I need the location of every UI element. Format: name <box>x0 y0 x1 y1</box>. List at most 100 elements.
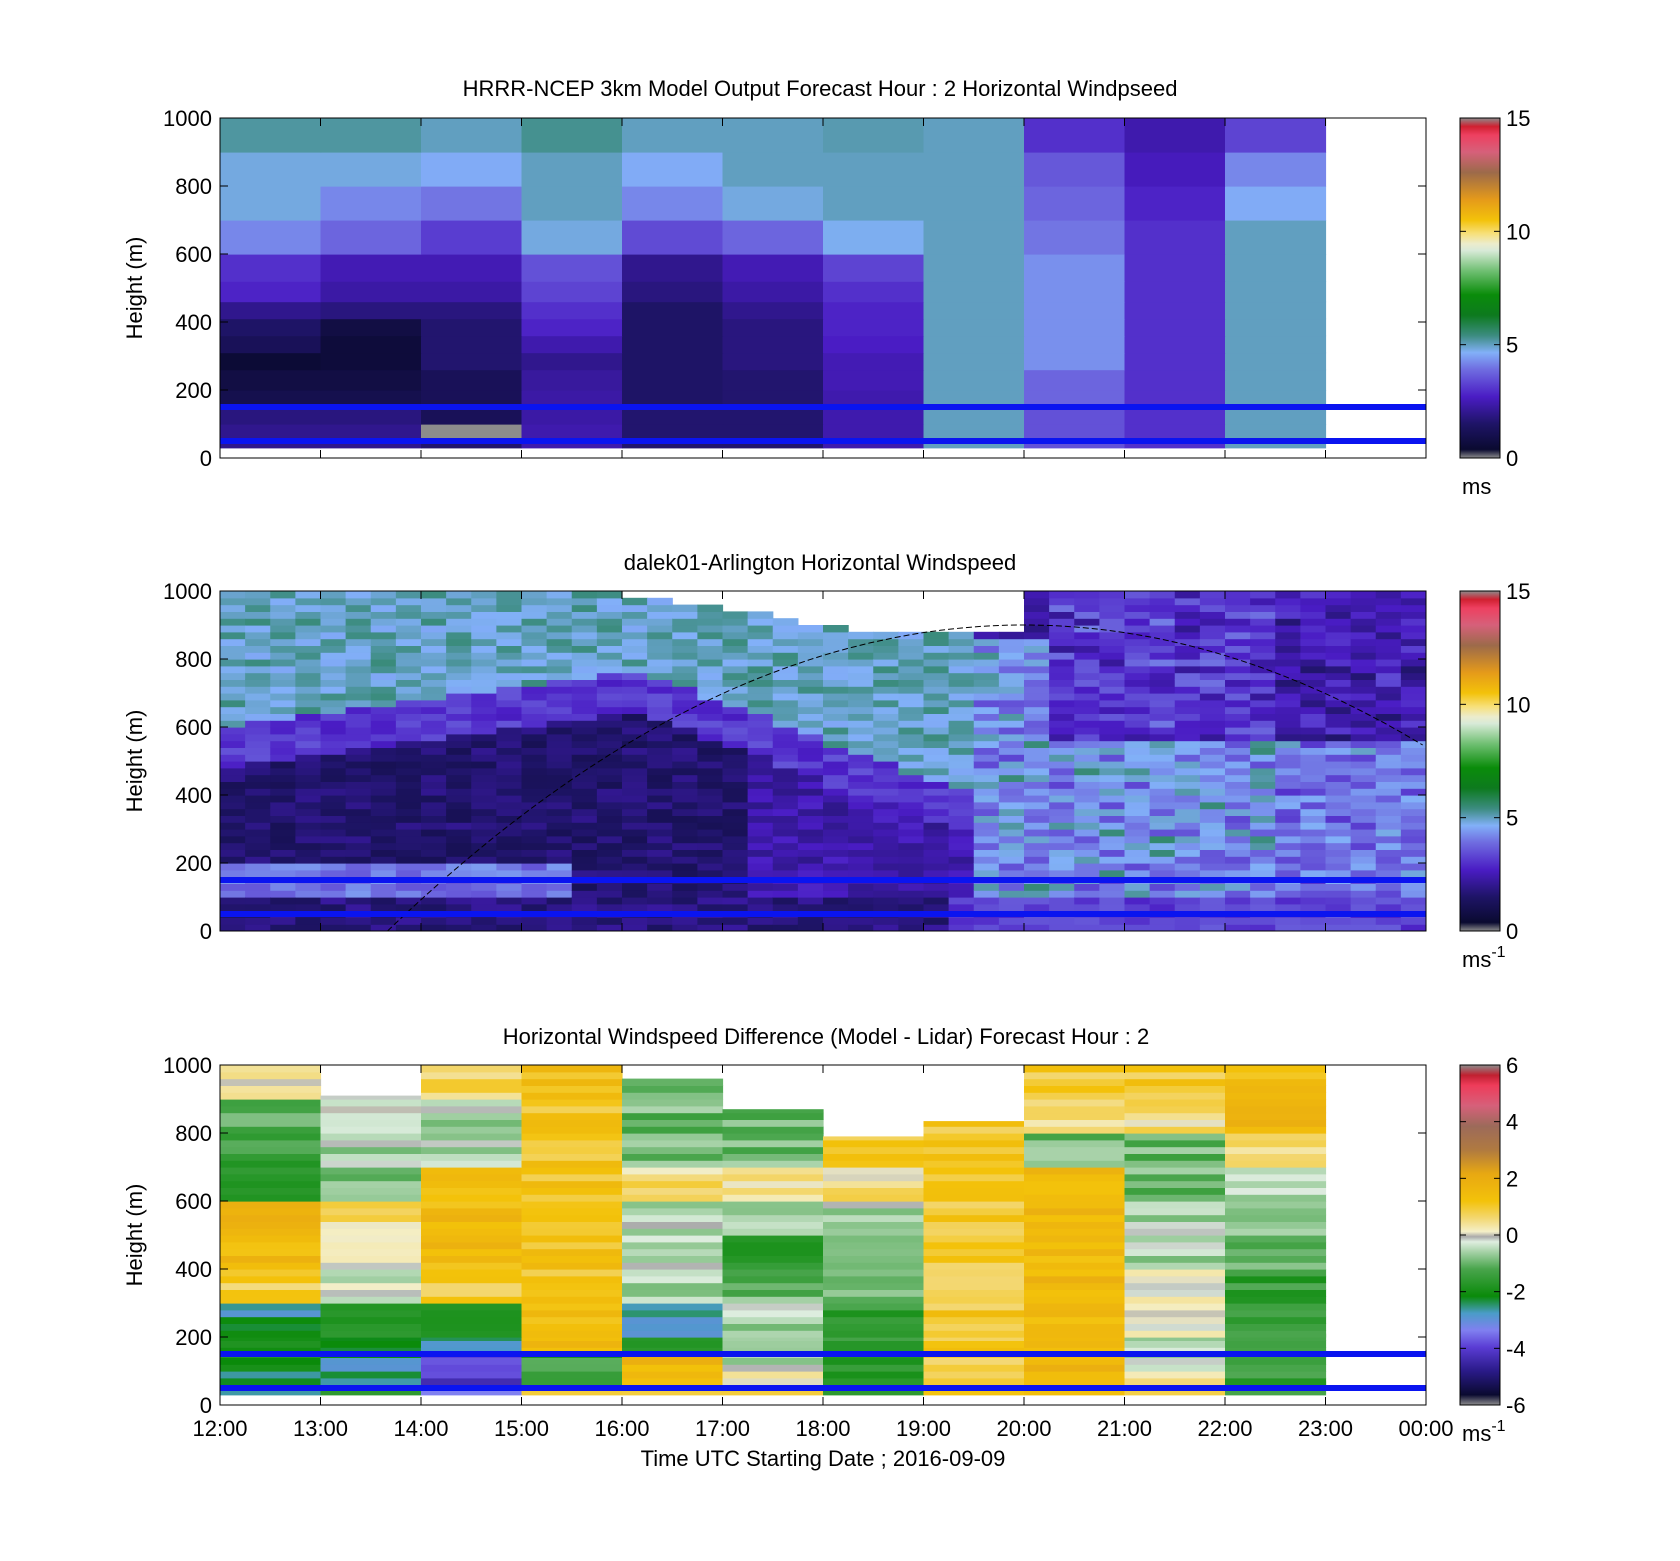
heatmap-cell <box>1124 1146 1226 1154</box>
heatmap-cell <box>722 713 749 721</box>
heatmap-cell <box>521 318 623 337</box>
heatmap-cell <box>1325 747 1352 755</box>
heatmap-cell <box>747 652 774 660</box>
heatmap-cell <box>823 1282 925 1290</box>
heatmap-cell <box>622 761 648 769</box>
heatmap-cell <box>747 863 774 871</box>
heatmap-cell <box>697 883 724 891</box>
heatmap-cell <box>672 849 698 857</box>
heatmap-cell <box>1225 1323 1327 1331</box>
heatmap-cell <box>948 856 975 864</box>
heatmap-cell <box>1225 856 1251 864</box>
heatmap-cell <box>471 788 497 796</box>
heatmap-cell <box>345 781 372 789</box>
heatmap-cell <box>1225 883 1251 891</box>
heatmap-cell <box>998 699 1025 708</box>
heatmap-cell <box>496 665 523 674</box>
x-axis-label: Time UTC Starting Date ; 2016-09-09 <box>641 1446 1006 1471</box>
heatmap-cell <box>370 883 397 891</box>
heatmap-cell <box>1174 727 1201 735</box>
heatmap-cell <box>1400 597 1426 606</box>
heatmap-cell <box>596 645 623 653</box>
heatmap-cell <box>521 890 548 898</box>
heatmap-cell <box>1225 869 1251 878</box>
heatmap-cell <box>521 1347 623 1355</box>
heatmap-cell <box>295 652 322 660</box>
colorbar-ramp <box>1459 590 1501 932</box>
heatmap-cell <box>345 740 372 748</box>
heatmap-cell <box>1124 767 1151 776</box>
heatmap-cell <box>1024 1078 1126 1086</box>
heatmap-cell <box>948 693 975 701</box>
heatmap-cell <box>647 597 673 606</box>
heatmap-cell <box>521 618 548 626</box>
heatmap-cell <box>446 665 472 674</box>
heatmap-cell <box>220 727 246 735</box>
heatmap-cell <box>622 318 724 337</box>
heatmap-cell <box>672 638 698 646</box>
heatmap-cell <box>1250 795 1276 803</box>
heatmap-cell <box>1225 631 1251 640</box>
heatmap-cell <box>1149 774 1176 782</box>
heatmap-cell <box>220 604 246 612</box>
heatmap-cell <box>471 597 497 606</box>
heatmap-cell <box>1325 822 1352 830</box>
heatmap-cell <box>898 849 925 857</box>
heatmap-cell <box>622 1126 724 1134</box>
heatmap-cell <box>1074 761 1100 769</box>
heatmap-cell <box>1225 679 1251 687</box>
heatmap-cell <box>622 301 724 320</box>
heatmap-cell <box>421 1282 523 1290</box>
heatmap-cell <box>647 903 673 912</box>
heatmap-cell <box>848 767 874 776</box>
heatmap-cell <box>1149 822 1176 830</box>
heatmap-cell <box>521 801 548 810</box>
heatmap-cell <box>1375 747 1402 755</box>
heatmap-cell <box>245 924 271 931</box>
heatmap-cell <box>521 369 623 391</box>
heatmap-cell <box>421 611 447 619</box>
heatmap-cell <box>345 829 372 837</box>
heatmap-cell <box>1199 591 1226 599</box>
heatmap-cell <box>1225 369 1327 391</box>
heatmap-cell <box>1225 903 1251 912</box>
heatmap-cell <box>421 747 447 755</box>
heatmap-cell <box>722 1269 824 1277</box>
heatmap-cell <box>1049 597 1075 606</box>
heatmap-cell <box>998 842 1025 850</box>
heatmap-cell <box>1250 747 1276 755</box>
heatmap-cell <box>948 679 975 687</box>
heatmap-cell <box>521 631 548 640</box>
heatmap-cell <box>295 740 322 748</box>
heatmap-cell <box>421 727 447 735</box>
heatmap-cell <box>1225 118 1327 153</box>
heatmap-cell <box>521 281 623 303</box>
heatmap-cell <box>1099 631 1126 640</box>
heatmap-cell <box>772 890 799 898</box>
heatmap-cell <box>295 863 322 871</box>
heatmap-cell <box>496 686 523 694</box>
heatmap-cell <box>546 686 573 694</box>
heatmap-cell <box>1049 754 1075 762</box>
heatmap-cell <box>1350 788 1377 796</box>
heatmap-cell <box>1350 618 1377 626</box>
heatmap-cell <box>1350 795 1377 803</box>
heatmap-cell <box>270 835 296 844</box>
heatmap-cell <box>1124 301 1226 320</box>
heatmap-cell <box>1024 869 1050 878</box>
heatmap-cell <box>1350 611 1377 619</box>
heatmap-cell <box>1124 1309 1226 1318</box>
heatmap-cell <box>320 672 347 680</box>
heatmap-cell <box>546 693 573 701</box>
heatmap-cell <box>722 767 749 776</box>
heatmap-cell <box>421 1364 523 1372</box>
heatmap-cell <box>1074 781 1100 789</box>
heatmap-cell <box>1325 801 1352 810</box>
x-tick-label: 22:00 <box>1197 1416 1252 1441</box>
heatmap-cell <box>546 618 573 626</box>
heatmap-cell <box>320 1180 422 1188</box>
heatmap-cell <box>1074 897 1100 905</box>
heatmap-cell <box>1124 1388 1226 1396</box>
heatmap-cell <box>521 740 548 748</box>
